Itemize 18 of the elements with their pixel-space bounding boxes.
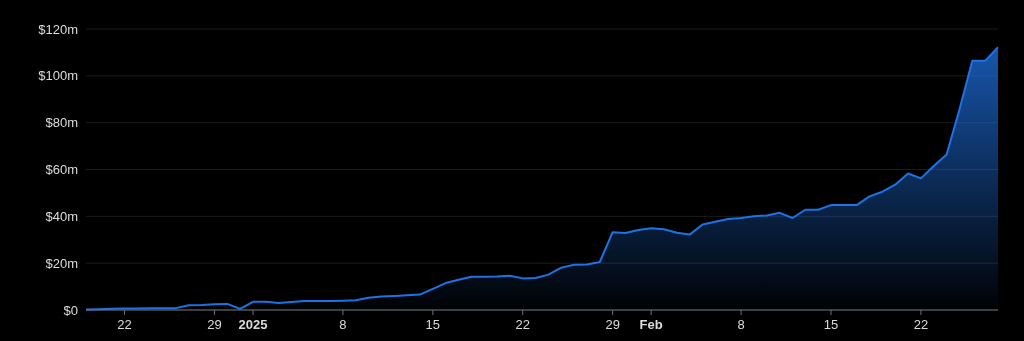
x-tick-label: 15: [425, 317, 441, 332]
x-tick-label: 22: [913, 317, 929, 332]
y-tick-label: $0: [63, 302, 78, 318]
y-tick-label: $120m: [38, 21, 78, 37]
x-tick-label: 8: [737, 317, 745, 332]
y-tick-label: $40m: [45, 208, 78, 224]
x-tick-label: 22: [515, 317, 530, 332]
x-tick-label: 8: [339, 317, 347, 332]
x-tick-label: Feb: [639, 317, 663, 332]
y-tick-label: $60m: [45, 162, 78, 178]
y-tick-label: $80m: [45, 115, 78, 131]
x-tick-label: 22: [117, 317, 132, 332]
y-tick-label: $20m: [45, 255, 78, 271]
x-tick-label: 29: [207, 317, 222, 332]
x-tick-label: 2025: [238, 317, 268, 332]
x-tick-label: 29: [605, 317, 620, 332]
y-tick-label: $100m: [38, 68, 78, 84]
x-tick-label: 15: [823, 317, 839, 332]
